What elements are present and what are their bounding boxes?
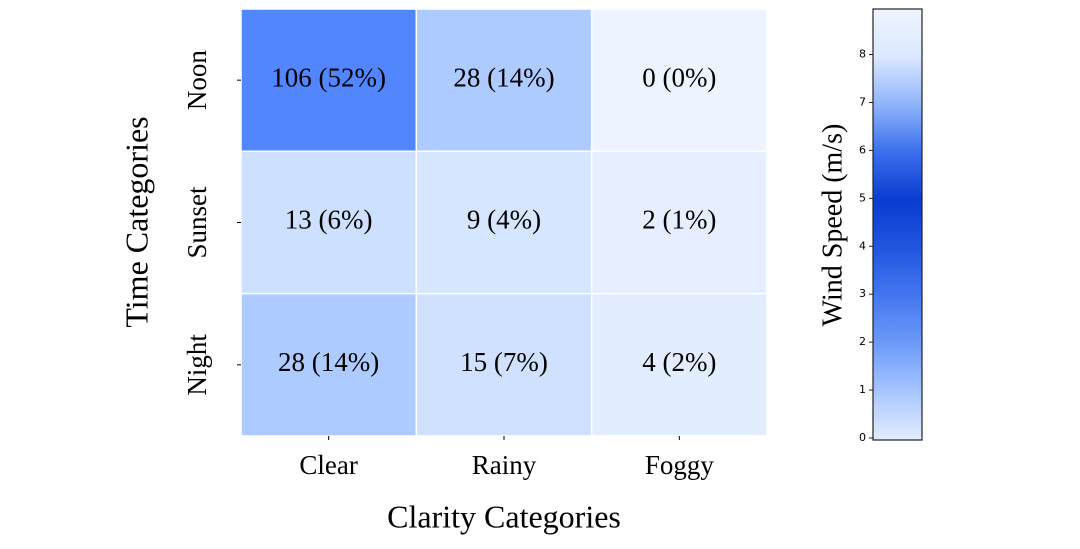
colorbar-tick-label: 8 xyxy=(859,48,866,61)
x-axis-label: Clarity Categories xyxy=(387,498,621,534)
heatmap-cell xyxy=(415,292,593,437)
y-tick-label: Night xyxy=(182,334,212,396)
heatmap-cell xyxy=(590,8,768,153)
colorbar-tick-label: 4 xyxy=(859,239,866,252)
colorbar-tick-label: 3 xyxy=(859,287,866,300)
colorbar-tick-label: 1 xyxy=(859,383,866,396)
colorbar-tick-label: 6 xyxy=(859,143,866,156)
y-axis-label: Time Categories xyxy=(118,116,154,327)
cell-label: 28 (14%) xyxy=(453,62,554,92)
cell-label: 2 (1%) xyxy=(642,205,716,235)
cell-label: 28 (14%) xyxy=(278,347,379,377)
colorbar-tick-label: 5 xyxy=(859,191,866,204)
cell-label: 0 (0%) xyxy=(642,62,716,92)
x-tick-label: Clear xyxy=(299,450,357,480)
colorbar-tick-label: 0 xyxy=(859,431,866,444)
heatmap-cell xyxy=(240,150,418,295)
colorbar xyxy=(872,8,923,441)
cell-label: 106 (52%) xyxy=(271,62,386,92)
heatmap-cell xyxy=(415,8,593,153)
x-tick-label: Foggy xyxy=(645,450,715,480)
heatmap-cell xyxy=(240,8,418,153)
cell-label: 15 (7%) xyxy=(460,347,548,377)
heatmap-cell xyxy=(590,150,768,295)
heatmap-cell xyxy=(415,150,593,295)
colorbar-tick-label: 7 xyxy=(859,95,866,108)
cell-label: 4 (2%) xyxy=(642,347,716,377)
cell-label: 9 (4%) xyxy=(467,205,541,235)
y-tick-label: Sunset xyxy=(182,186,212,259)
x-tick-label: Rainy xyxy=(472,450,537,480)
colorbar-label: Wind Speed (m/s) xyxy=(817,124,848,327)
y-tick-label: Noon xyxy=(182,50,212,110)
cell-label: 13 (6%) xyxy=(285,205,373,235)
colorbar-tick-label: 2 xyxy=(859,335,866,348)
